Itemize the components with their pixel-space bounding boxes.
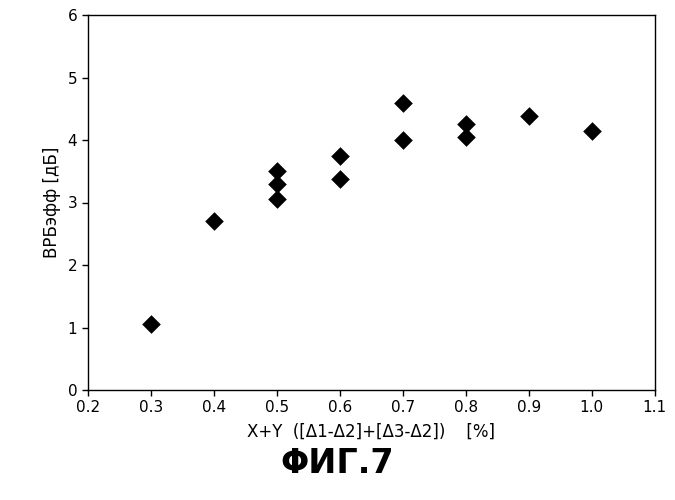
- Point: [271, 167, 282, 175]
- Point: [523, 112, 534, 120]
- Point: [460, 120, 471, 128]
- Y-axis label: ВРБэфф [дБ]: ВРБэфф [дБ]: [43, 147, 61, 258]
- Point: [587, 126, 597, 134]
- Point: [209, 217, 219, 225]
- Point: [398, 98, 408, 106]
- Point: [334, 175, 345, 183]
- Point: [334, 152, 345, 160]
- Text: ΦИГ.7: ΦИГ.7: [281, 447, 394, 480]
- X-axis label: X+Y  ([Δ1-Δ2]+[Δ3-Δ2])    [%]: X+Y ([Δ1-Δ2]+[Δ3-Δ2]) [%]: [247, 422, 495, 440]
- Point: [271, 196, 282, 203]
- Point: [398, 136, 408, 144]
- Point: [460, 133, 471, 141]
- Point: [271, 180, 282, 188]
- Point: [145, 320, 156, 328]
